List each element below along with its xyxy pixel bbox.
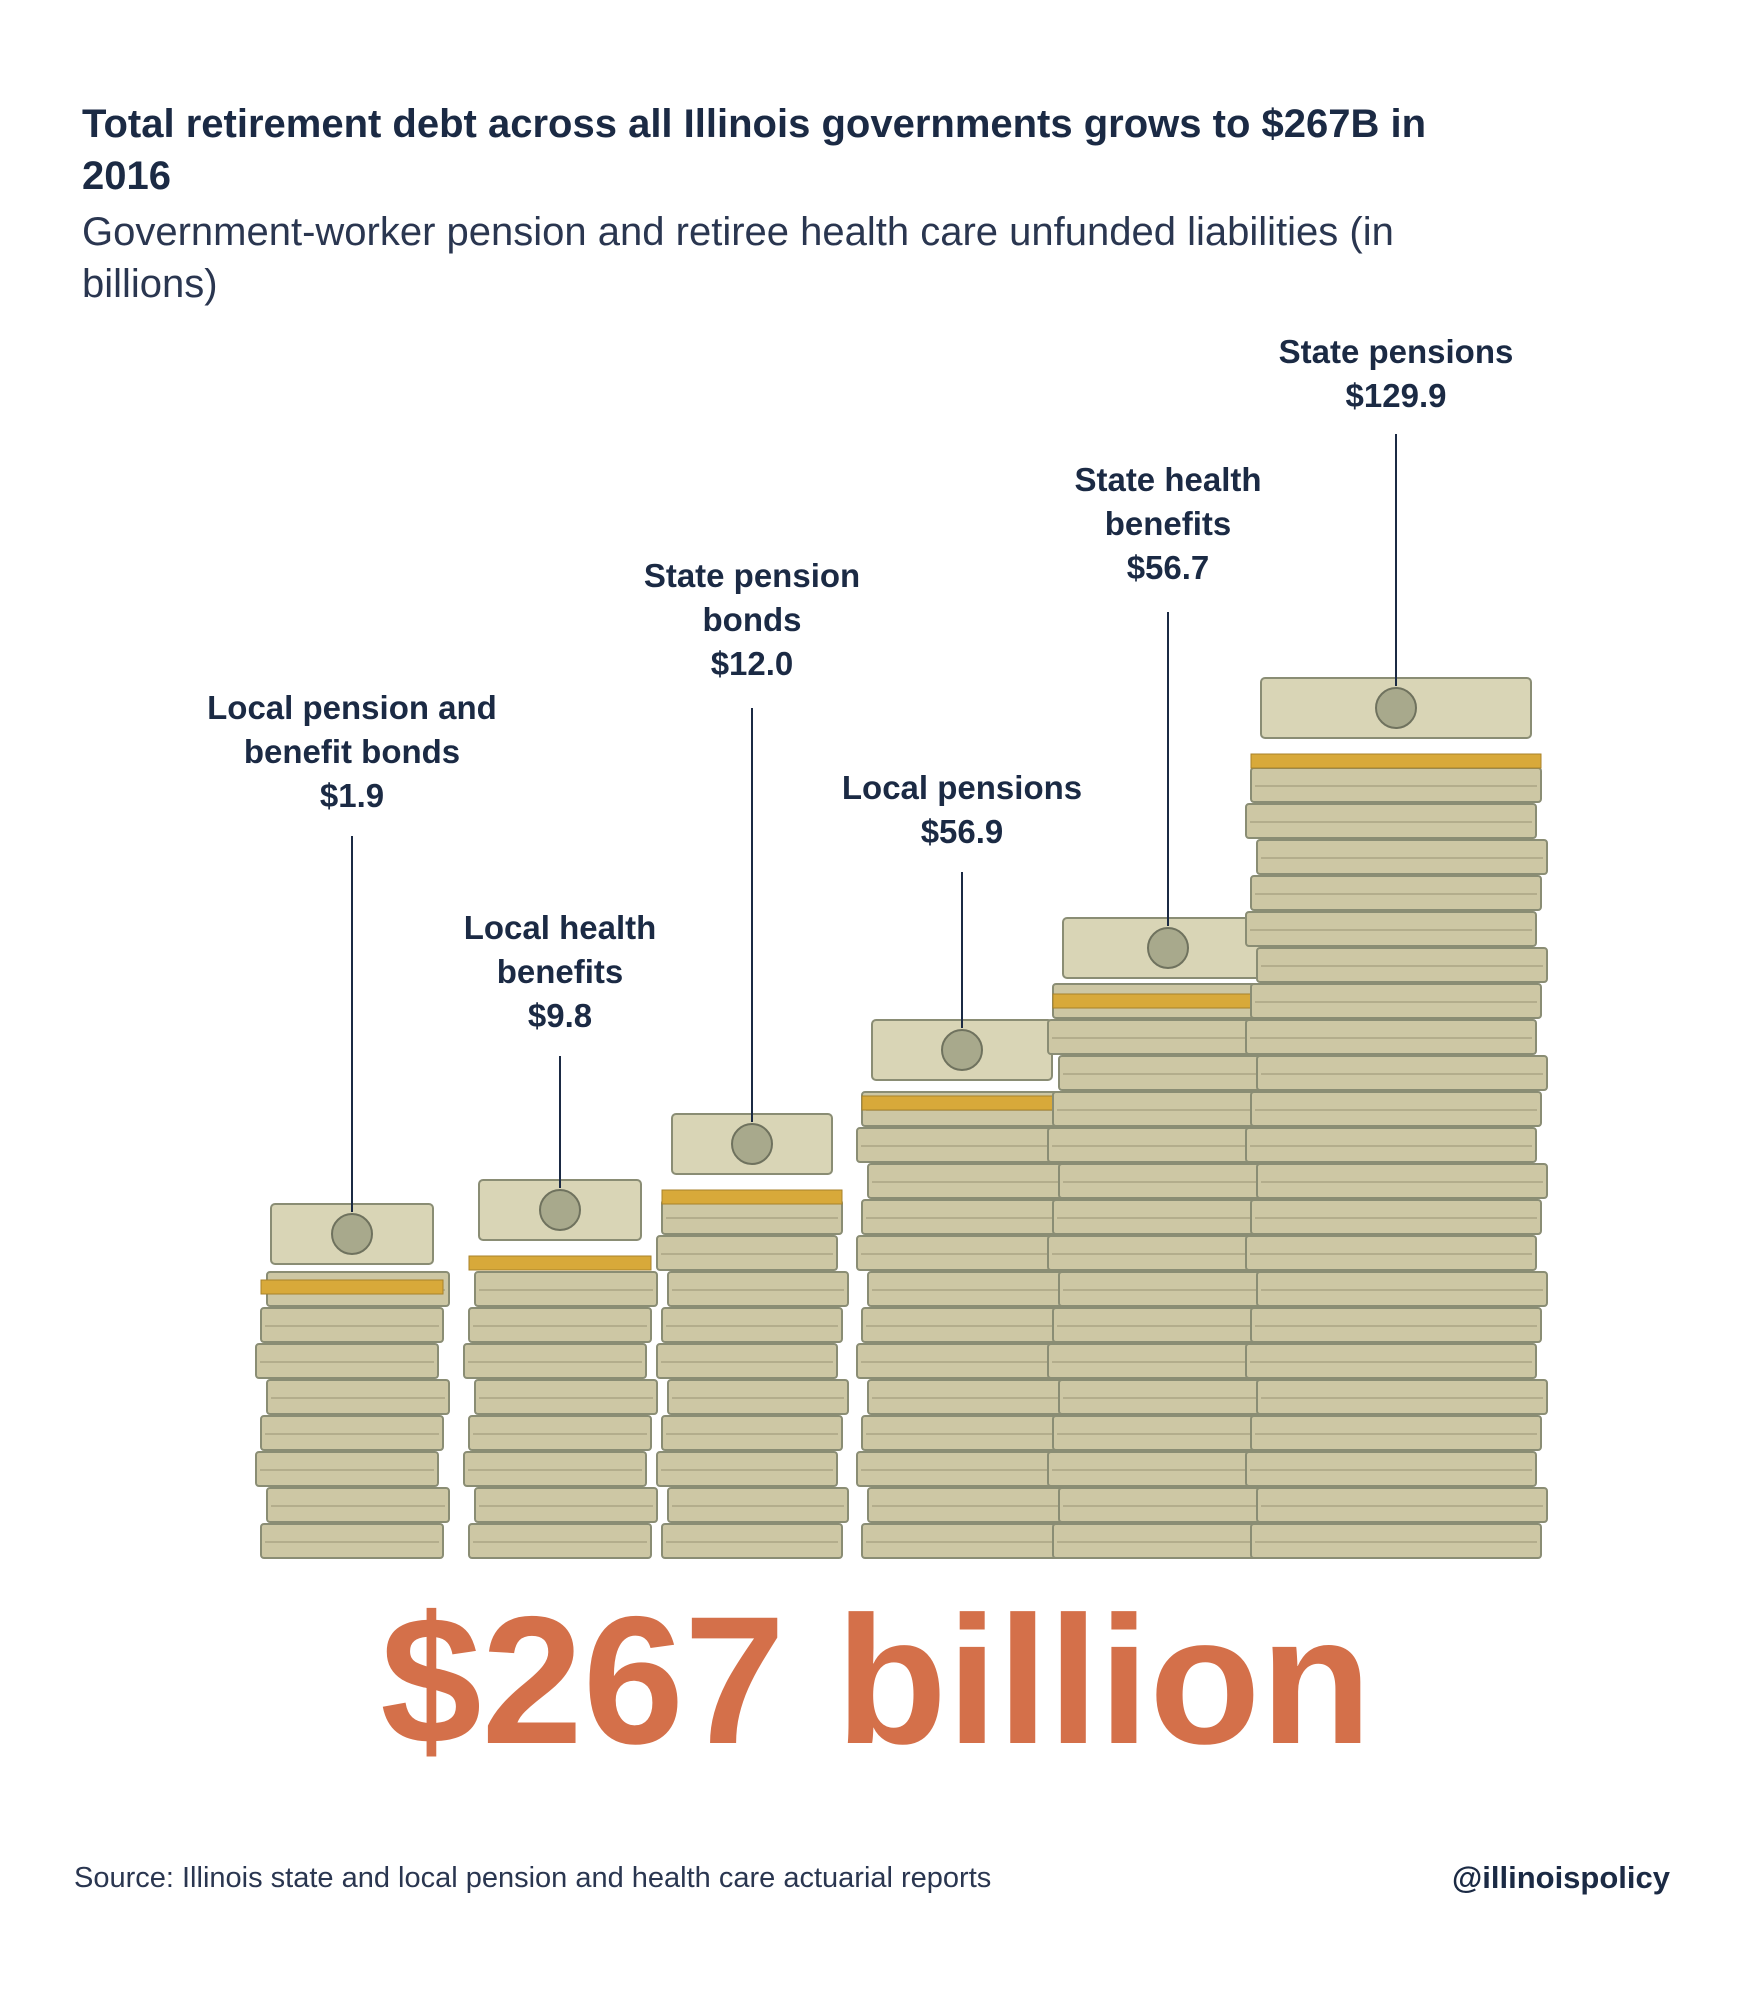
value-label: $12.0	[710, 645, 794, 682]
source-note: Source: Illinois state and local pension…	[74, 1862, 992, 1894]
twitter-handle: @illinoispolicy	[1452, 1860, 1670, 1895]
portrait-seal	[941, 1029, 983, 1071]
category-label-line: State pension	[643, 557, 861, 594]
money-stack-bar-4	[856, 1019, 1069, 1559]
category-label-line: State pensions	[1278, 333, 1514, 370]
chart-subtitle: Government-worker pension and retiree he…	[82, 210, 1394, 306]
bar-label-6: State pensions $129.9	[1196, 330, 1596, 418]
bar-label-1: Local pension and benefit bonds $1.9	[152, 686, 552, 818]
bar-label-4: Local pensions $56.9	[762, 766, 1162, 854]
value-label: $56.9	[920, 813, 1004, 850]
portrait-seal	[1375, 687, 1417, 729]
portrait-seal	[539, 1189, 581, 1231]
currency-band	[468, 1255, 652, 1271]
money-stack-bar-2	[463, 1179, 658, 1559]
bar-label-2: Local health benefits $9.8	[360, 906, 760, 1038]
currency-band	[661, 1189, 843, 1205]
category-label-line: Local pensions	[841, 769, 1083, 806]
currency-band	[260, 1279, 444, 1295]
value-label: $129.9	[1345, 377, 1447, 414]
category-label-line: benefits	[496, 953, 624, 990]
chart-title: Total retirement debt across all Illinoi…	[82, 102, 1427, 198]
leader-lines-layer	[351, 434, 1397, 1212]
money-stack-bar-1	[255, 1203, 450, 1559]
money-stack-bar-6	[1245, 677, 1548, 1559]
money-stack-bar-3	[656, 1113, 849, 1559]
value-label: $1.9	[319, 777, 385, 814]
stacks-layer	[255, 677, 1548, 1559]
portrait-seal	[731, 1123, 773, 1165]
portrait-seal	[331, 1213, 373, 1255]
category-label-line: Local pension and	[207, 689, 497, 726]
currency-band	[861, 1095, 1063, 1111]
total-amount: $267 billion	[380, 1578, 1372, 1782]
category-label-line: State health	[1074, 461, 1262, 498]
category-label-line: benefits	[1104, 505, 1232, 542]
money-stack-bar-5	[1047, 917, 1290, 1559]
category-label-line: Local health	[463, 909, 657, 946]
category-label-line: benefit bonds	[243, 733, 461, 770]
bar-label-5: State health benefits $56.7	[968, 458, 1368, 590]
value-label: $9.8	[527, 997, 593, 1034]
currency-band	[1250, 753, 1542, 769]
value-label: $56.7	[1126, 549, 1210, 586]
currency-band	[1052, 993, 1284, 1009]
category-label-line: bonds	[702, 601, 802, 638]
portrait-seal	[1147, 927, 1189, 969]
bar-label-3: State pension bonds $12.0	[552, 554, 952, 686]
